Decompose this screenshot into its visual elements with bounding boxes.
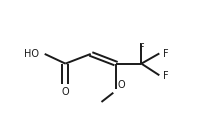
Text: F: F [163,71,168,81]
Text: O: O [62,87,69,97]
Text: O: O [118,80,125,90]
Text: F: F [163,49,168,59]
Text: HO: HO [24,49,39,59]
Text: F: F [139,43,144,53]
